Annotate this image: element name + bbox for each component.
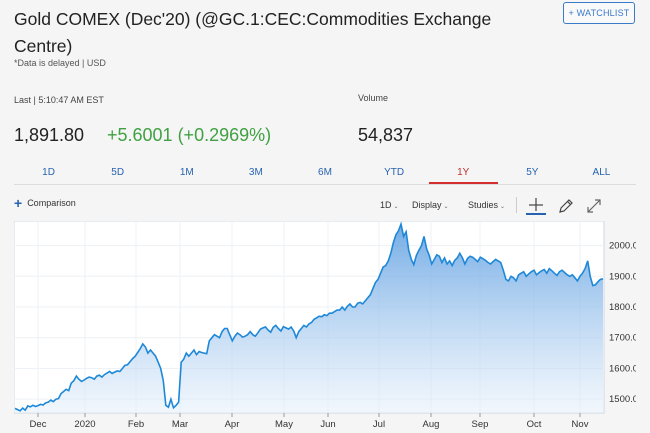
expand-icon[interactable] (584, 196, 604, 216)
toolbar-divider (516, 197, 517, 213)
chevron-down-icon: ⌄ (393, 204, 399, 210)
delayed-data-note: *Data is delayed | USD (14, 58, 106, 68)
chart-toolbar: + Comparison 1D ⌄ Display ⌄ Studies ⌄ (14, 196, 636, 216)
price-change: +5.6001 (+0.2969%) (107, 125, 272, 145)
price-line (14, 221, 604, 412)
x-tick-label: Jul (373, 419, 385, 430)
x-tick-label: Jun (320, 419, 335, 430)
range-tabs: 1D 5D 1M 3M 6M YTD 1Y 5Y ALL (14, 163, 636, 185)
tab-range-1m[interactable]: 1M (179, 167, 194, 178)
comparison-button[interactable]: + Comparison (14, 195, 76, 211)
chevron-down-icon: ⌄ (500, 204, 506, 210)
x-tick-label: Dec (30, 419, 47, 430)
y-tick-label: 1600.00 (609, 363, 636, 374)
tab-range-ytd[interactable]: YTD (384, 167, 405, 178)
x-tick-label: Apr (225, 419, 240, 430)
volume-label: Volume (358, 93, 389, 103)
comparison-label: Comparison (27, 198, 76, 208)
page-title: Gold COMEX (Dec'20) (@GC.1:CEC:Commoditi… (14, 9, 492, 56)
crosshair-icon[interactable] (526, 196, 546, 216)
tab-range-3m[interactable]: 3M (248, 167, 263, 178)
y-tick-label: 1900.00 (609, 271, 636, 282)
x-tick-label: Oct (527, 419, 542, 430)
last-price: 1,891.80 (14, 125, 85, 145)
tab-range-5d[interactable]: 5D (111, 167, 125, 178)
tab-range-1d[interactable]: 1D (42, 167, 55, 178)
price-area-chart[interactable]: 1500.00 1600.00 1700.00 1800.00 1900.00 2000.… (14, 221, 636, 433)
chevron-down-icon: ⌄ (443, 204, 449, 210)
tab-range-6m[interactable]: 6M (318, 167, 332, 178)
add-to-watchlist-button[interactable]: + WATCHLIST (563, 2, 635, 24)
display-dropdown[interactable]: Display ⌄ (412, 200, 449, 210)
x-tick-label: Mar (172, 419, 188, 430)
tab-range-1y[interactable]: 1Y (428, 163, 498, 184)
studies-dropdown[interactable]: Studies ⌄ (468, 200, 505, 210)
x-tick-label: Feb (128, 419, 144, 430)
x-tick-label: Nov (572, 419, 589, 430)
display-label: Display (412, 200, 442, 210)
tab-range-all[interactable]: ALL (592, 167, 611, 178)
interval-dropdown[interactable]: 1D ⌄ (380, 200, 399, 210)
price-area-fill (15, 224, 603, 413)
interval-label: 1D (380, 200, 392, 210)
y-tick-label: 1700.00 (609, 333, 636, 344)
tab-range-5y[interactable]: 5Y (526, 167, 539, 178)
volume-value: 54,837 (358, 125, 414, 145)
y-tick-label: 1800.00 (609, 302, 636, 313)
y-tick-label: 1500.00 (609, 394, 636, 405)
studies-label: Studies (468, 200, 499, 210)
x-tick-label: Aug (423, 419, 440, 430)
y-tick-label: 2000.00 (609, 241, 636, 252)
x-tick-label: Sep (472, 419, 489, 430)
last-trade-time-label: Last | 5:10:47 AM EST (14, 95, 104, 105)
plus-icon: + (14, 195, 23, 211)
x-tick-label: 2020 (74, 419, 95, 430)
x-tick-label: May (275, 419, 293, 430)
draw-pencil-icon[interactable] (556, 196, 576, 216)
